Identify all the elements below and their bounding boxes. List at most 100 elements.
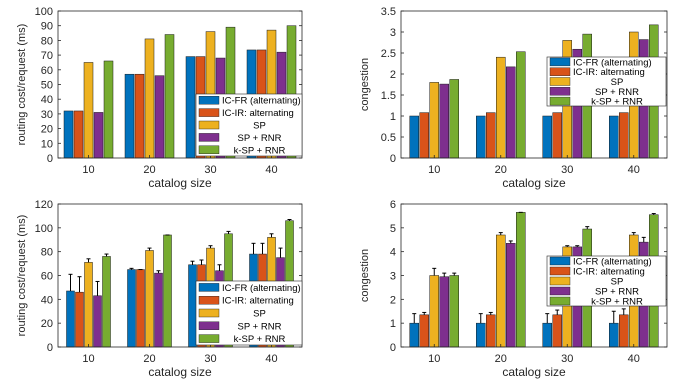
x-tick-label: 40: [265, 164, 277, 176]
legend: IC-FR (alternating)IC-IR: alternatingSPS…: [546, 255, 667, 308]
bar: [75, 291, 84, 348]
bar: [619, 314, 629, 348]
chart-panel-1: 0 10 20 30 40 50 60 70 80 90 100 10 20 30 40 catalog si…: [16, 6, 303, 190]
bar: [154, 272, 163, 348]
y-tick-label: 2: [390, 69, 396, 81]
legend-swatch: [549, 67, 571, 76]
legend-swatch: [198, 133, 220, 142]
bar: [542, 115, 552, 159]
legend-swatch: [198, 321, 220, 330]
y-tick-label: 5: [390, 223, 396, 235]
x-tick-label: 20: [495, 353, 507, 365]
bar: [496, 56, 506, 159]
y-tick-label: 1: [390, 318, 396, 330]
bar: [66, 290, 75, 348]
y-tick-label: 60: [41, 271, 53, 283]
x-tick-label: 30: [561, 164, 573, 176]
bar: [63, 110, 74, 159]
bar: [419, 314, 429, 348]
legend-swatch: [549, 256, 571, 266]
bar: [486, 314, 496, 348]
y-tick-label: 80: [41, 35, 53, 47]
chart-panel-2: 0 0.5 1 1.5 2 2.5 3 3.5 10 20 30 40 catalog size cong…: [359, 6, 668, 190]
legend: IC-FR (alternating)IC-IR: alternatingSPS…: [546, 56, 667, 108]
bar: [516, 51, 526, 159]
x-tick-label: 10: [428, 353, 440, 365]
legend-label: IC-FR (alternating): [222, 283, 301, 294]
legend: IC-FR (alternating)IC-IR: alternatingSPS…: [195, 280, 303, 346]
legend-swatch: [549, 296, 571, 306]
bar: [419, 112, 429, 159]
x-tick-label: 10: [82, 353, 94, 365]
bar: [552, 314, 562, 348]
legend-label: SP + RNR: [238, 133, 282, 144]
bar: [73, 110, 84, 159]
bar: [409, 322, 419, 348]
x-tick-label: 40: [265, 353, 277, 365]
x-tick-label: 40: [628, 353, 640, 365]
y-tick-label: 70: [41, 50, 53, 62]
bar: [486, 112, 496, 159]
legend-label: IC-IR: alternating: [222, 108, 294, 119]
bar: [154, 75, 165, 159]
bar: [496, 234, 506, 348]
y-tick-label: 2.5: [381, 48, 396, 60]
bar: [409, 115, 419, 159]
legend-label: IC-FR (alternating): [222, 96, 301, 107]
bar: [185, 56, 196, 159]
legend-swatch: [198, 296, 220, 305]
legend-label: IC-IR: alternating: [573, 267, 645, 278]
legend-label: IC-FR (alternating): [573, 57, 652, 68]
legend-label: SP: [611, 277, 624, 288]
x-tick-label: 20: [143, 353, 155, 365]
legend-label: SP + RNR: [595, 87, 639, 98]
y-axis-label: congestion: [359, 249, 371, 302]
legend: IC-FR (alternating)IC-IR: alternating SPS…: [195, 93, 303, 156]
bar: [144, 38, 155, 159]
y-axis-label: congestion: [359, 58, 371, 111]
bar: [188, 264, 197, 348]
y-tick-label: 100: [35, 223, 53, 235]
plot-frame: [57, 203, 303, 348]
y-tick-label: 90: [41, 21, 53, 33]
x-tick-label: 30: [204, 353, 216, 365]
legend-label: SP: [253, 309, 266, 320]
y-tick-label: 20: [41, 318, 53, 330]
y-axis-label: routing cost/request (ms): [16, 215, 28, 337]
bar: [103, 60, 114, 159]
y-tick-label: 0: [390, 153, 396, 165]
legend-swatch: [549, 266, 571, 276]
y-tick-label: 6: [390, 199, 396, 211]
y-tick-label: 0: [390, 342, 396, 354]
x-tick-label: 10: [82, 164, 94, 176]
bar: [429, 82, 439, 159]
plot-frame: [400, 203, 668, 348]
bar: [506, 243, 516, 348]
bar: [552, 112, 562, 159]
legend-swatch: [198, 108, 220, 117]
legend-swatch: [549, 77, 571, 86]
bar: [124, 73, 135, 159]
bar: [439, 276, 449, 348]
legend-label: SP: [611, 77, 624, 88]
y-tick-label: 0: [47, 342, 53, 354]
y-tick-label: 50: [41, 80, 53, 92]
x-axis-label: catalog size: [502, 365, 566, 379]
bar: [516, 212, 526, 348]
bar: [84, 262, 93, 348]
chart-panel-3: 0 20 40 60 80 100 120 10 20 30 40 catalog size routi…: [16, 199, 303, 379]
y-tick-label: 10: [41, 138, 53, 150]
y-tick-label: 100: [35, 6, 53, 18]
x-tick-label: 20: [143, 164, 155, 176]
bar: [449, 79, 459, 159]
bar: [83, 62, 94, 159]
bar: [136, 269, 145, 348]
bar: [145, 250, 154, 348]
legend-label: SP: [253, 121, 266, 132]
y-tick-label: 40: [41, 294, 53, 306]
y-tick-label: 80: [41, 247, 53, 259]
legend-swatch: [198, 145, 220, 155]
y-tick-label: 20: [41, 124, 53, 136]
y-tick-label: 40: [41, 94, 53, 106]
bar: [542, 322, 552, 348]
